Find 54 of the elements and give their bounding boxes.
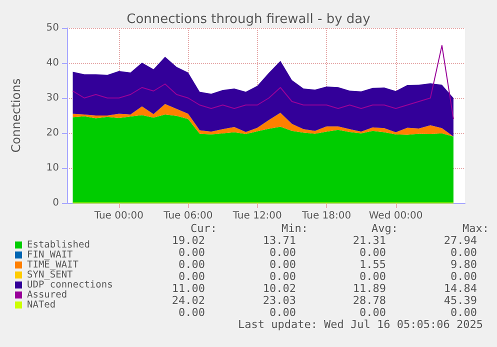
text: Max: <box>462 222 490 235</box>
text: 0.00 <box>178 306 206 319</box>
text: 0.00 <box>270 270 296 283</box>
text: 24.02 <box>172 294 206 307</box>
text: Min: <box>282 222 308 235</box>
y-tick-label: 0 <box>52 198 59 208</box>
x-tick-label: Tue 18:00 <box>301 210 352 222</box>
x-tick-label: Tue 00:00 <box>93 210 144 222</box>
legend-label: SYN_SENT <box>27 270 74 280</box>
text: 9.80 <box>450 258 478 271</box>
y-axis-title: Connections <box>9 78 23 153</box>
text: 21.31 <box>352 234 386 247</box>
text: 0.00 <box>360 270 386 283</box>
legend-label: Assured <box>27 290 68 300</box>
text: 0.00 <box>178 258 206 271</box>
legend-label: UDP connections <box>27 280 113 290</box>
text: 10.02 <box>262 282 296 295</box>
text: 11.00 <box>172 282 206 295</box>
text: Last update: Wed Jul 16 05:05:06 2025 <box>238 318 484 331</box>
text: 0.00 <box>450 246 478 259</box>
x-tick-label: Tue 12:00 <box>232 210 282 222</box>
text: Cur: <box>190 222 218 235</box>
y-tick-label: 50 <box>46 22 59 34</box>
legend-label: NATed <box>27 300 56 310</box>
chart-title: Connections through firewall - by day <box>126 12 371 27</box>
text: 0.00 <box>450 270 478 283</box>
text: 0.00 <box>360 246 386 259</box>
text: 0.00 <box>450 306 478 319</box>
text: 23.03 <box>262 294 296 307</box>
legend-label: FIN_WAIT <box>27 250 74 260</box>
text: 19.02 <box>172 234 206 247</box>
y-tick-label: 40 <box>46 58 59 68</box>
text: 0.00 <box>270 306 296 319</box>
text: 0.00 <box>360 306 386 319</box>
x-tick-label: Tue 06:00 <box>162 210 213 222</box>
text: 11.89 <box>352 282 386 295</box>
legend-label: TIME_WAIT <box>27 260 79 270</box>
y-tick-label: 30 <box>46 92 59 104</box>
text: 0.00 <box>178 246 206 259</box>
text: 0.00 <box>270 258 296 271</box>
text: 1.55 <box>360 258 386 271</box>
text: 0.00 <box>178 270 206 283</box>
text: Avg: <box>372 222 398 235</box>
line-series <box>72 45 454 120</box>
x-tick-label: Wed 00:00 <box>368 210 423 222</box>
text: 27.94 <box>444 234 478 247</box>
text: 13.71 <box>262 234 296 247</box>
text: 28.78 <box>352 294 386 307</box>
y-tick-label: 20 <box>46 128 59 138</box>
legend-label: Established <box>27 240 90 250</box>
y-tick-label: 10 <box>46 162 59 174</box>
text: 45.39 <box>444 294 478 307</box>
text: 14.84 <box>444 282 478 295</box>
text: 0.00 <box>270 246 296 259</box>
